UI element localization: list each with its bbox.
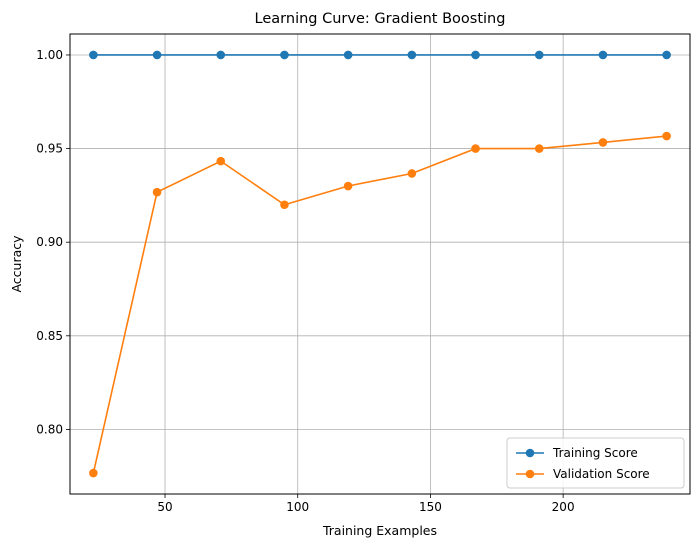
grid-lines bbox=[70, 34, 690, 494]
series-2-point bbox=[216, 156, 226, 166]
series-1-point bbox=[152, 50, 162, 60]
series-1-point bbox=[534, 50, 544, 60]
y-tick-label: 1.00 bbox=[36, 48, 63, 62]
legend-marker-1 bbox=[525, 448, 535, 458]
y-tick-label: 0.85 bbox=[36, 329, 63, 343]
legend-box bbox=[506, 437, 685, 489]
series-1-point bbox=[407, 50, 417, 60]
series-2-point bbox=[662, 131, 671, 141]
x-tick-label: 100 bbox=[286, 500, 309, 514]
series-2-point bbox=[89, 468, 98, 478]
x-axis-label: Training Examples bbox=[322, 523, 437, 538]
series-2-point bbox=[152, 187, 162, 197]
series-1-point bbox=[343, 50, 353, 60]
series-1-point bbox=[280, 50, 289, 60]
series-line-2 bbox=[92, 135, 667, 474]
y-tick-label: 0.90 bbox=[36, 235, 63, 249]
series-2-point bbox=[534, 144, 544, 153]
legend: Training Score Validation Score bbox=[506, 437, 685, 489]
series-1-point bbox=[471, 50, 480, 60]
y-axis-label: Accuracy bbox=[9, 235, 24, 293]
series-2-point bbox=[598, 138, 608, 147]
series-2-point bbox=[407, 169, 417, 178]
legend-label-1: Training Score bbox=[552, 446, 638, 460]
chart-title: Learning Curve: Gradient Boosting bbox=[255, 11, 506, 27]
tick-layer: 50 100 150 200 0.80 0.85 0.90 0.95 1.00 bbox=[36, 48, 574, 514]
series-2-point bbox=[471, 144, 480, 153]
x-tick-label: 150 bbox=[419, 500, 442, 514]
series-1-point bbox=[216, 50, 226, 60]
y-tick-label: 0.95 bbox=[36, 142, 63, 156]
series-1-point bbox=[662, 50, 671, 60]
x-tick-label: 200 bbox=[552, 500, 575, 514]
series-2-point bbox=[343, 181, 353, 191]
series-layer bbox=[89, 50, 671, 478]
series-1-point bbox=[598, 50, 608, 60]
legend-marker-2 bbox=[525, 469, 535, 479]
x-tick-label: 50 bbox=[157, 500, 172, 514]
legend-label-2: Validation Score bbox=[553, 467, 650, 481]
series-2-point bbox=[280, 200, 289, 210]
plot-frame bbox=[69, 33, 691, 495]
series-1-point bbox=[89, 50, 98, 60]
y-tick-label: 0.80 bbox=[36, 422, 63, 436]
